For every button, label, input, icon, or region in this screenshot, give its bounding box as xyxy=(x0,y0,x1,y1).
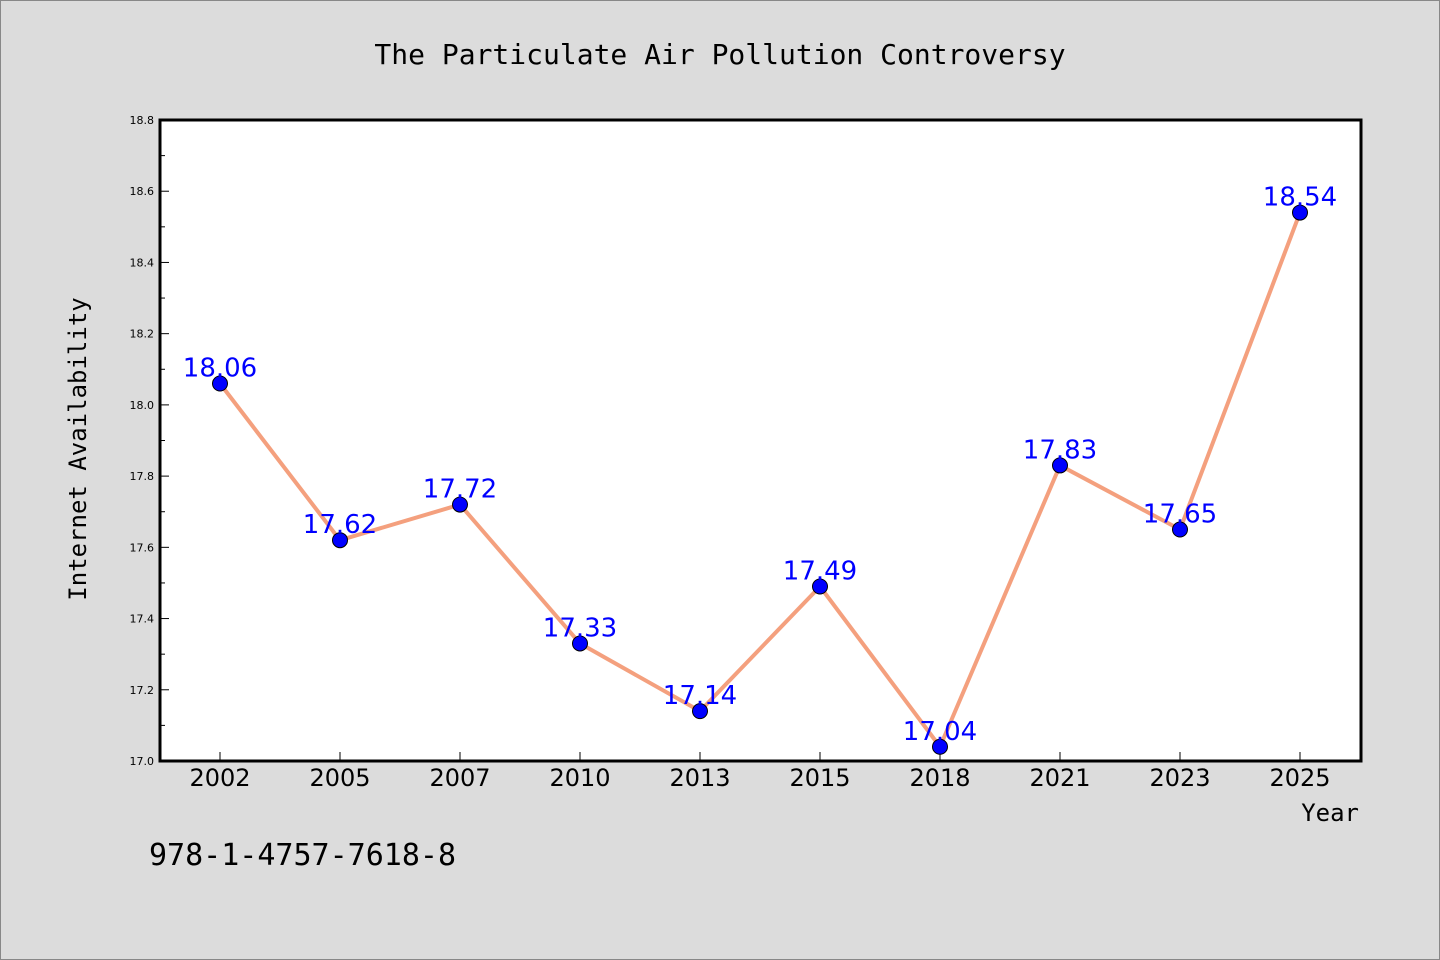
y-axis-label: Internet Availability xyxy=(64,297,92,600)
data-point xyxy=(1052,457,1068,474)
y-tick-label: 17.2 xyxy=(130,684,155,697)
x-tick-label: 2005 xyxy=(309,764,370,792)
x-tick-label: 2023 xyxy=(1149,764,1210,792)
y-axis: 17.0 17.2 17.4 17.6 17.8 18.0 18.2 18.4 18.6 18.8 xyxy=(130,114,169,768)
plot-area xyxy=(158,118,1363,763)
y-tick-label: 18.6 xyxy=(130,185,155,198)
x-tick-label: 2021 xyxy=(1029,764,1090,792)
x-tick-label: 2015 xyxy=(789,764,850,792)
data-point xyxy=(452,496,468,513)
data-value-label: 17.62 xyxy=(303,510,377,540)
data-point xyxy=(812,578,828,595)
data-point xyxy=(932,738,948,755)
data-point xyxy=(1292,204,1308,221)
data-value-label: 17.33 xyxy=(543,613,617,643)
x-tick-label: 2007 xyxy=(429,764,490,792)
chart-title: The Particulate Air Pollution Controvers… xyxy=(374,38,1065,71)
y-tick-label: 17.4 xyxy=(130,613,155,626)
x-tick-label: 2013 xyxy=(669,764,730,792)
series-markers xyxy=(212,204,1308,755)
series-line xyxy=(218,211,1302,749)
x-tick-label: 2010 xyxy=(549,764,610,792)
y-tick-label: 18.2 xyxy=(130,328,155,341)
data-value-label: 17.65 xyxy=(1143,500,1217,530)
data-value-label: 17.72 xyxy=(423,475,497,505)
x-tick-label: 2018 xyxy=(909,764,970,792)
x-tick-label: 2002 xyxy=(189,764,250,792)
y-tick-label: 17.8 xyxy=(130,470,155,483)
y-tick-label: 18.0 xyxy=(130,399,155,412)
x-axis: 2002 2005 2007 2010 2013 2015 2018 2021 2023 2025 xyxy=(189,752,1331,792)
y-tick-label: 17.0 xyxy=(130,755,155,768)
data-point xyxy=(572,635,588,652)
data-point xyxy=(692,703,708,720)
data-point xyxy=(1172,521,1188,538)
data-value-label: 18.06 xyxy=(183,354,257,384)
data-value-label: 18.54 xyxy=(1263,183,1337,213)
isbn-text: 978-1-4757-7618-8 xyxy=(149,838,456,873)
y-tick-label: 18.4 xyxy=(130,256,155,269)
data-value-label: 17.83 xyxy=(1023,435,1097,465)
data-labels: 18.06 17.62 17.72 17.33 17.14 17.49 17.04 17.83… xyxy=(183,183,1337,747)
x-axis-label: Year xyxy=(1301,799,1359,827)
x-tick-label: 2025 xyxy=(1269,764,1330,792)
y-tick-label: 18.8 xyxy=(130,114,155,127)
data-value-label: 17.14 xyxy=(663,681,737,711)
data-value-label: 17.49 xyxy=(783,557,857,587)
data-point xyxy=(332,532,348,549)
data-point xyxy=(212,375,228,392)
data-value-label: 17.04 xyxy=(903,717,977,747)
y-tick-label: 17.6 xyxy=(130,541,155,554)
